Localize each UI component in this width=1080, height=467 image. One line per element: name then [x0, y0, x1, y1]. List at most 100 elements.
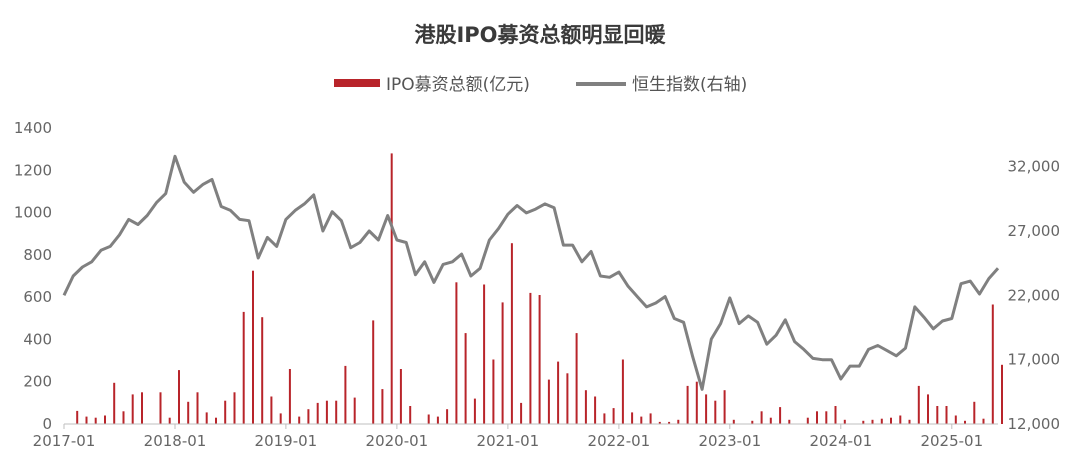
ipo-bar	[723, 390, 726, 424]
left-axis-tick: 600	[23, 288, 52, 306]
ipo-bar	[936, 406, 939, 424]
ipo-bar	[760, 411, 763, 424]
ipo-bar	[991, 304, 994, 424]
ipo-bar	[455, 282, 458, 424]
ipo-bar	[94, 417, 97, 424]
ipo-bar	[325, 400, 328, 424]
ipo-bar	[677, 419, 680, 424]
ipo-bar	[344, 365, 347, 424]
ipo-bar	[825, 411, 828, 424]
ipo-bar	[390, 153, 393, 424]
x-axis-tick: 2018-01	[144, 432, 207, 450]
ipo-bar	[85, 416, 88, 424]
x-axis-tick: 2020-01	[366, 432, 429, 450]
x-axis-tick: 2022-01	[588, 432, 651, 450]
ipo-bar	[187, 401, 190, 424]
ipo-bar	[261, 317, 264, 424]
ipo-bar	[640, 416, 643, 424]
ipo-bar	[1001, 364, 1003, 424]
ipo-bar	[594, 396, 597, 424]
ipo-bar	[779, 407, 782, 424]
ipo-bar	[141, 392, 143, 424]
ipo-bar	[520, 402, 523, 424]
ipo-bar	[871, 419, 874, 424]
ipo-bar	[705, 394, 708, 424]
x-axis: 2017-01 2018-01 2019-01 2020-01 2021-01 2022-…	[33, 424, 983, 450]
ipo-bar	[473, 398, 476, 424]
ipo-bar	[806, 417, 809, 424]
ipo-bar	[372, 320, 375, 424]
left-axis-tick: 1200	[14, 161, 52, 179]
ipo-bar	[510, 243, 513, 424]
x-axis-tick: 2017-01	[33, 432, 96, 450]
ipo-bar	[612, 408, 615, 424]
ipo-bar	[631, 412, 634, 424]
ipo-bar	[714, 400, 717, 424]
ipo-bar	[427, 414, 430, 424]
left-axis-tick: 800	[23, 246, 52, 264]
legend: IPO募资总额(亿元) 恒生指数(右轴)	[334, 75, 747, 95]
ipo-bar	[954, 415, 957, 424]
x-axis-tick: 2025-01	[920, 432, 983, 450]
left-axis: 0 200 400 600 800 1000 1200 1400	[14, 119, 52, 433]
ipo-bar	[557, 361, 560, 424]
ipo-bar	[298, 416, 301, 424]
ipo-bar	[76, 410, 79, 424]
ipo-bar	[252, 270, 254, 424]
ipo-bar	[603, 413, 606, 424]
ipo-bar	[816, 411, 818, 424]
ipo-bar	[621, 359, 624, 424]
ipo-bar	[205, 412, 208, 424]
ipo-bar	[890, 417, 892, 424]
hsi-line	[62, 154, 1000, 391]
ipo-bar	[131, 394, 134, 424]
left-axis-tick: 400	[23, 330, 52, 348]
ipo-bar	[658, 421, 661, 424]
ipo-bar	[575, 333, 578, 424]
right-axis-tick: 17,000	[1008, 351, 1061, 369]
ipo-bar	[381, 389, 384, 424]
right-axis-tick: 27,000	[1008, 222, 1061, 240]
ipo-bar	[270, 396, 273, 424]
ipo-bar	[834, 406, 837, 424]
left-axis-tick: 1400	[14, 119, 52, 137]
ipo-bar	[649, 413, 652, 424]
ipo-bar	[159, 392, 162, 424]
ipo-bar	[168, 417, 171, 424]
ipo-bar	[215, 417, 217, 424]
ipo-bar	[982, 418, 985, 424]
ipo-bar	[899, 415, 902, 424]
left-axis-tick: 0	[42, 415, 52, 433]
ipo-bar	[104, 415, 106, 424]
ipo-bars	[76, 153, 1003, 424]
ipo-bar	[501, 302, 504, 424]
right-axis: 12,000 17,000 22,000 27,000 32,000	[1008, 158, 1061, 433]
legend-label-bars: IPO募资总额(亿元)	[386, 75, 530, 95]
right-axis-tick: 32,000	[1008, 158, 1061, 176]
ipo-bar	[492, 359, 495, 424]
ipo-bar	[113, 382, 116, 424]
ipo-bar	[927, 394, 929, 424]
ipo-bar	[242, 311, 245, 424]
ipo-bar	[917, 385, 920, 424]
x-axis-tick: 2023-01	[698, 432, 761, 450]
ipo-bar	[732, 419, 735, 424]
ipo-bar	[769, 417, 772, 424]
ipo-bar	[178, 370, 180, 424]
ipo-bar	[788, 419, 791, 424]
ipo-bar	[399, 369, 402, 424]
right-axis-tick: 12,000	[1008, 415, 1061, 433]
legend-label-line: 恒生指数(右轴)	[632, 75, 747, 95]
ipo-bar	[695, 381, 698, 424]
ipo-bar	[483, 284, 486, 424]
ipo-bar	[547, 379, 550, 424]
ipo-bar	[279, 413, 282, 424]
x-axis-tick: 2019-01	[255, 432, 318, 450]
chart-title: 港股IPO募资总额明显回暖	[414, 23, 666, 47]
ipo-bar	[122, 411, 125, 424]
right-axis-tick: 22,000	[1008, 286, 1061, 304]
ipo-bar	[307, 409, 310, 424]
ipo-bar	[409, 406, 412, 424]
ipo-bar	[862, 420, 865, 424]
